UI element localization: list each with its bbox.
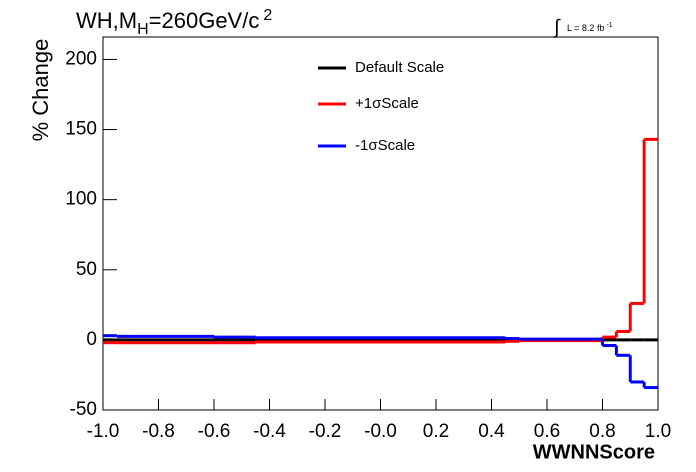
title-sub: H [137,21,149,38]
y-tick-label: -50 [70,399,97,420]
x-tick-label: -0.6 [198,421,231,442]
chart-title: WH,MH=260GeV/c 2 [76,7,272,38]
x-tick-label: 0.6 [534,421,560,442]
legend-label: +1σScale [355,95,419,112]
y-tick-label: 50 [76,259,97,280]
x-axis-label: WWNNScore [533,441,655,463]
y-tick-label: 0 [86,329,97,350]
x-tick-label: -1.0 [87,421,120,442]
lumi-part: L = 8.2 fb [567,23,604,33]
legend-label: Default Scale [355,59,444,76]
y-tick-label: 100 [65,189,97,210]
title-part: WH,M [76,8,137,33]
lumi-integral: ∫ [553,16,561,38]
legend-label: -1σScale [355,137,415,154]
title-part: =260GeV/c [149,8,260,33]
title-sup: 2 [263,7,272,24]
x-tick-label: 0.4 [478,421,505,442]
y-tick-label: 150 [65,119,97,140]
y-tick-label: 200 [65,48,97,69]
lumi-sup: -1 [606,22,612,29]
x-tick-label: -0.2 [309,421,342,442]
x-tick-label: -0.8 [142,421,175,442]
x-tick-label: 0.8 [589,421,615,442]
y-axis-label: % Change [28,39,53,142]
x-tick-label: -0.0 [364,421,397,442]
x-tick-label: 1.0 [645,421,671,442]
x-tick-label: 0.2 [423,421,449,442]
x-tick-label: -0.4 [253,421,286,442]
lumi-text: L = 8.2 fb -1 [567,22,613,34]
